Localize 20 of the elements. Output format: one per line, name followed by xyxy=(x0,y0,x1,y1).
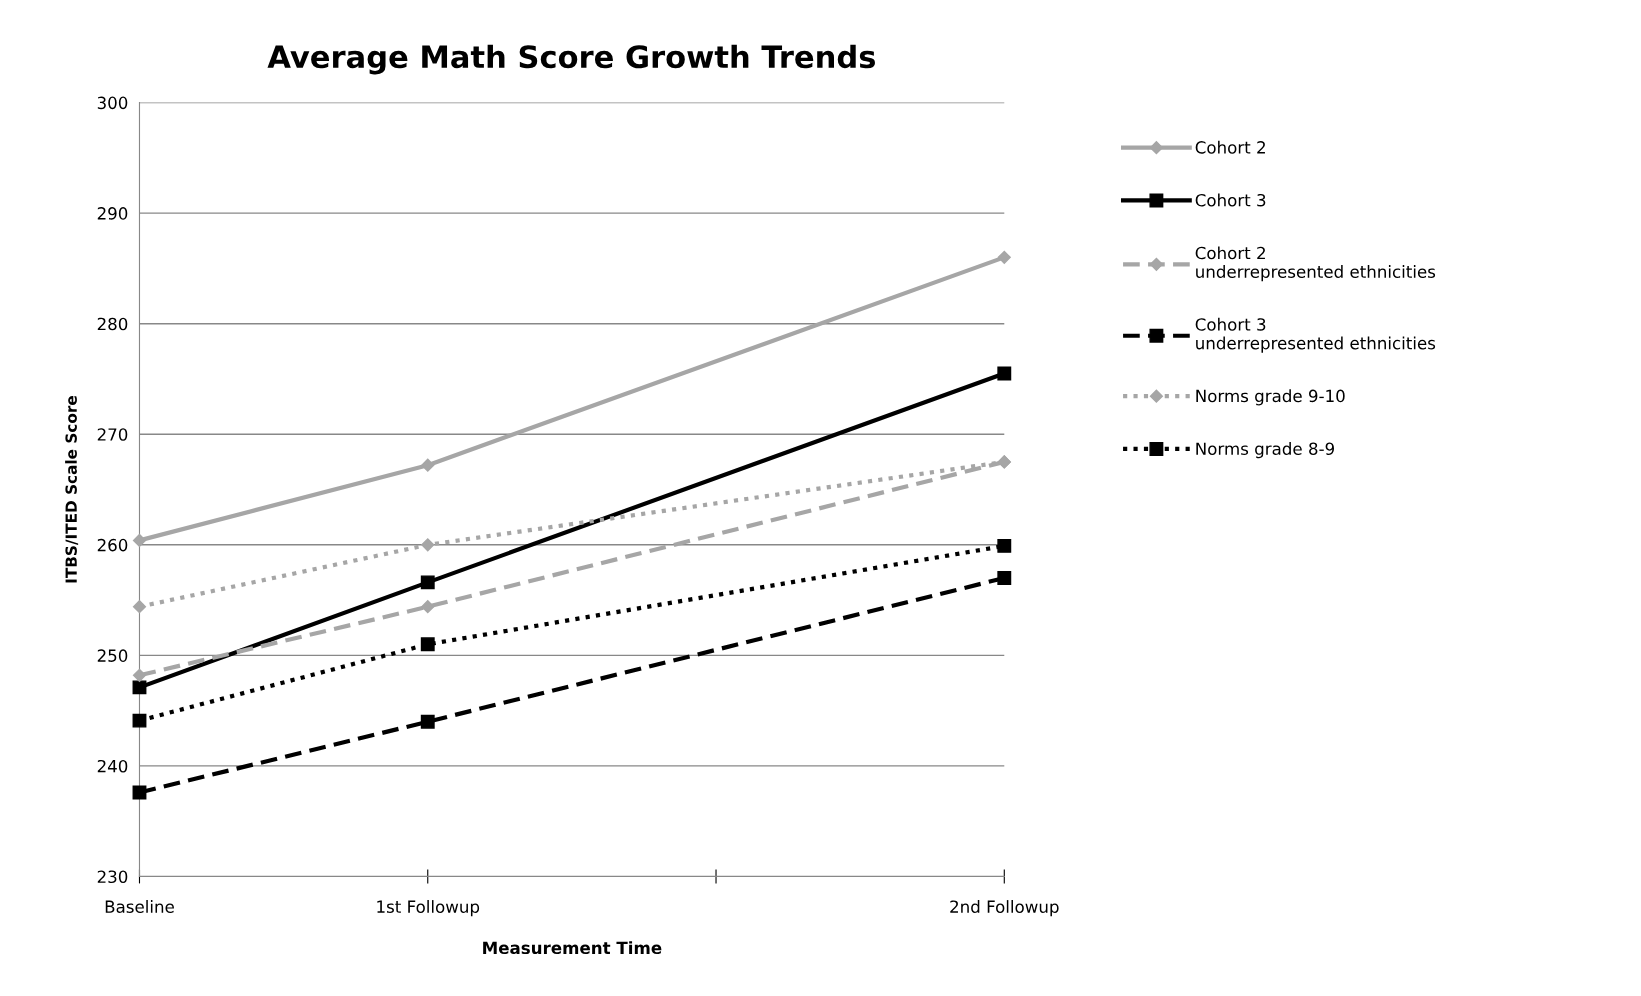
chart-title: Average Math Score Growth Trends xyxy=(267,44,875,75)
legend-label: Cohort 2 underrepresented ethnicities xyxy=(1195,246,1436,282)
y-tick-label: 260 xyxy=(97,538,128,552)
x-axis-title: Measurement Time xyxy=(483,941,662,955)
legend-label: Norms grade 9-10 xyxy=(1196,389,1345,406)
legend-label: Cohort 3 underrepresented ethnicities xyxy=(1195,317,1436,353)
y-axis-title: ITBS/ITED Scale Score xyxy=(65,395,79,583)
legend-label: Cohort 3 xyxy=(1195,193,1266,207)
y-tick-label: 240 xyxy=(97,759,128,773)
legend-label: Norms grade 8-9 xyxy=(1196,442,1334,459)
legend-label: Cohort 2 xyxy=(1195,140,1265,154)
y-tick-label: 270 xyxy=(97,428,128,441)
y-tick-label: 280 xyxy=(97,317,128,331)
y-tick-label: 230 xyxy=(97,870,128,884)
x-tick-label: 2nd Followup xyxy=(950,900,1059,917)
y-tick-label: 290 xyxy=(97,207,128,220)
y-tick-label: 300 xyxy=(97,96,128,110)
y-tick-label: 250 xyxy=(97,649,128,662)
x-tick-label: Baseline xyxy=(105,900,174,913)
x-tick-label: 1st Followup xyxy=(377,900,480,917)
